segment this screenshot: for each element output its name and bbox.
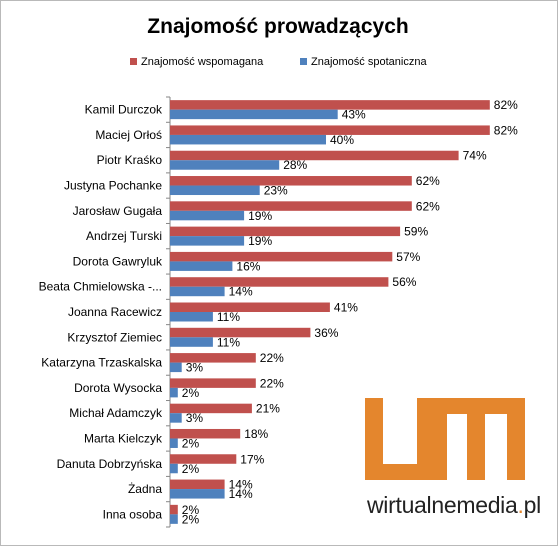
value-label: 17% (240, 452, 264, 466)
value-label: 57% (396, 250, 420, 264)
value-label: 23% (264, 184, 288, 198)
bar-wspomagana (170, 504, 178, 515)
bar-wspomagana (170, 378, 256, 388)
category-label: Jarosław Gugała (73, 204, 163, 218)
bar-wspomagana (170, 100, 490, 110)
bar-wspomagana (170, 302, 330, 312)
value-label: 36% (314, 326, 338, 340)
bar-wspomagana (170, 150, 459, 161)
bar-spontaniczna (170, 109, 338, 120)
bar-wspomagana (170, 454, 237, 464)
category-label: Inna osoba (103, 507, 163, 521)
bar-spontaniczna (170, 438, 178, 448)
category-labels: Kamil Durczok Maciej Orłoś Piotr Kraśko Jus… (39, 103, 163, 522)
chart-title: Znajomość prowadzących (147, 15, 408, 38)
value-label: 62% (416, 199, 440, 213)
bar-wspomagana (170, 125, 490, 135)
category-label: Danuta Dobrzyńska (57, 457, 163, 471)
value-label: 11% (217, 335, 240, 349)
bar-spontaniczna (170, 489, 225, 499)
category-label: Żadna (128, 482, 162, 496)
category-label: Michał Adamczyk (69, 406, 163, 420)
value-label: 3% (186, 411, 204, 425)
bar-wspomagana (170, 226, 401, 237)
bar-spontaniczna (170, 286, 225, 297)
legend: Znajomość wspomagana Znajomość spotaniczn… (130, 56, 427, 68)
category-label: Katarzyna Trzaskalska (41, 356, 162, 370)
value-label: 40% (330, 133, 354, 147)
bar-wspomagana (170, 479, 225, 490)
bar-spontaniczna (170, 413, 182, 423)
legend-label-0: Znajomość wspomagana (141, 56, 264, 68)
value-label: 2% (182, 503, 200, 517)
value-label: 3% (186, 361, 204, 375)
value-label: 74% (463, 149, 487, 163)
category-label: Krzysztof Ziemiec (67, 330, 162, 344)
value-label: 62% (416, 174, 440, 188)
bar-wspomagana (170, 403, 252, 414)
y-axis-ticks (166, 96, 170, 528)
bar-wspomagana (170, 277, 389, 287)
bar-spontaniczna (170, 210, 245, 221)
bar-wspomagana (170, 353, 256, 363)
bar-spontaniczna (170, 261, 233, 271)
category-label: Maciej Orłoś (95, 128, 162, 142)
value-label: 21% (256, 402, 280, 416)
category-label: Justyna Pochanke (64, 179, 162, 193)
category-label: Piotr Kraśko (97, 153, 163, 167)
bar-wspomagana (170, 201, 412, 211)
value-label: 16% (236, 259, 260, 273)
value-label: 2% (182, 436, 200, 450)
value-label: 82% (494, 98, 518, 112)
legend-label-1: Znajomość spotaniczna (311, 56, 427, 68)
value-label: 2% (182, 462, 200, 476)
value-label: 28% (283, 158, 307, 172)
bar-spontaniczna (170, 514, 178, 524)
value-label: 19% (248, 209, 272, 223)
value-label: 19% (248, 234, 272, 248)
watermark-text: wirtualnemedia.pl (367, 492, 541, 518)
legend-swatch-0 (130, 58, 137, 65)
value-label: 2% (182, 512, 200, 526)
bar-spontaniczna (170, 185, 260, 196)
category-label: Marta Kielczyk (84, 431, 163, 445)
value-label: 11% (217, 310, 240, 324)
value-labels: 82% 43% 82% 40% 74% 28% 62% 23% 62% 19% 59% 19% 57% 1… (182, 98, 518, 526)
value-label: 2% (182, 386, 200, 400)
bar-spontaniczna (170, 337, 213, 347)
bar-spontaniczna (170, 134, 326, 145)
bar-wspomagana (170, 428, 241, 439)
bar-spontaniczna (170, 236, 245, 246)
value-label: 14% (229, 487, 253, 501)
category-label: Dorota Gawryluk (73, 254, 163, 268)
bar-wspomagana (170, 327, 311, 338)
value-label: 41% (334, 301, 358, 315)
bar-wspomagana (170, 251, 393, 262)
bars (170, 100, 490, 524)
value-label: 56% (392, 275, 416, 289)
value-label: 14% (229, 478, 253, 492)
bar-spontaniczna (170, 387, 178, 398)
category-label: Joanna Racewicz (68, 305, 162, 319)
category-label: Dorota Wysocka (74, 381, 162, 395)
bar-wspomagana (170, 176, 412, 186)
bar-spontaniczna (170, 463, 178, 474)
value-label: 22% (260, 351, 284, 365)
bar-spontaniczna (170, 362, 182, 373)
category-label: Beata Chmielowska -... (39, 280, 162, 294)
bar-spontaniczna (170, 312, 213, 322)
value-label: 59% (404, 225, 428, 239)
category-label: Kamil Durczok (85, 103, 163, 117)
bar-spontaniczna (170, 160, 280, 170)
category-label: Andrzej Turski (86, 229, 162, 243)
value-label: 22% (260, 376, 284, 390)
value-label: 14% (229, 285, 253, 299)
value-label: 82% (494, 123, 518, 137)
wirtualnemedia-logo (365, 398, 525, 480)
value-label: 18% (244, 427, 268, 441)
value-label: 43% (342, 108, 366, 122)
legend-swatch-1 (300, 58, 307, 65)
